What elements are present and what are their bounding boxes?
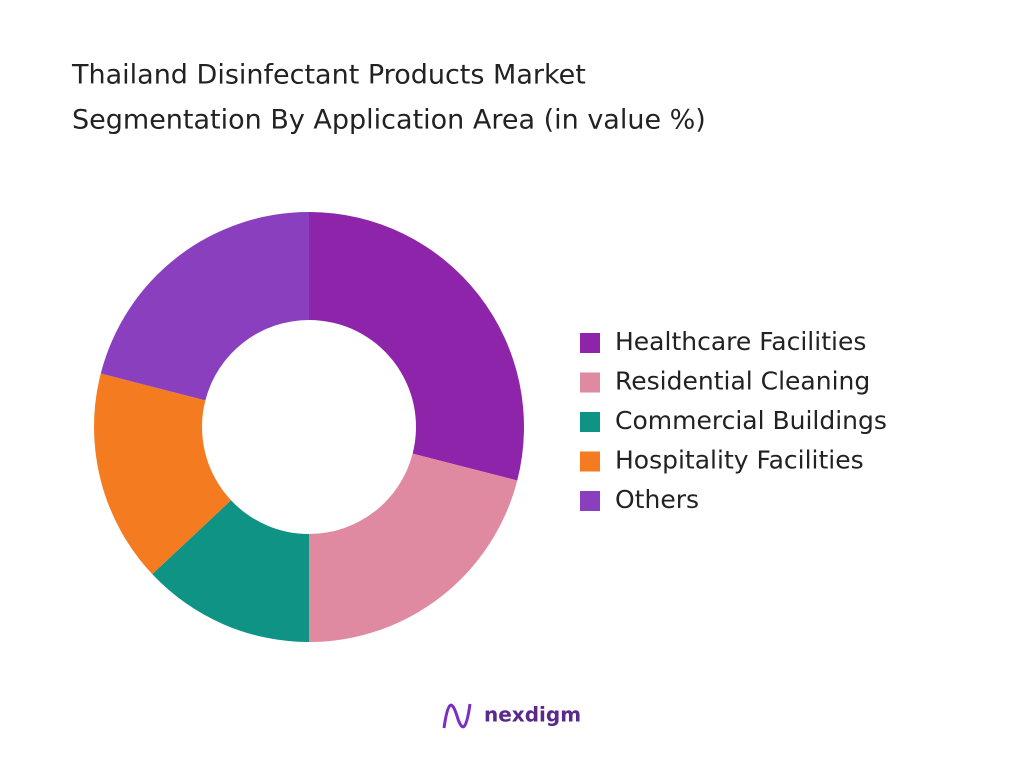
legend-swatch: [580, 412, 600, 432]
donut-slice: [309, 212, 524, 481]
logo-icon: [442, 703, 472, 729]
legend-swatch: [580, 333, 600, 353]
donut-slice: [100, 212, 309, 401]
legend-label: Residential Cleaning: [615, 367, 870, 396]
legend-label: Hospitality Facilities: [615, 446, 864, 475]
legend-swatch: [580, 491, 600, 511]
chart-title: Thailand Disinfectant Products Market: [71, 60, 586, 91]
legend-label: Healthcare Facilities: [615, 327, 866, 356]
legend-label: Commercial Buildings: [615, 406, 887, 435]
legend-swatch: [580, 372, 600, 393]
legend-label: Others: [615, 485, 699, 514]
chart-title: Segmentation By Application Area (in val…: [72, 105, 706, 136]
brand-logo: nexdigm: [442, 703, 581, 729]
donut-slice: [152, 500, 309, 642]
donut-slice: [94, 373, 232, 575]
donut-slice: [309, 453, 518, 642]
brand-name: nexdigm: [484, 703, 581, 727]
legend-swatch: [580, 451, 600, 472]
